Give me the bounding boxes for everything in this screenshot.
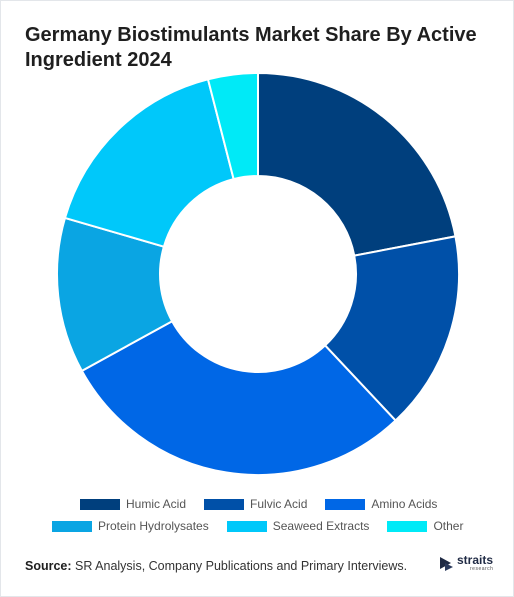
legend-swatch xyxy=(204,498,245,510)
legend-item-protein-hydrolysates: Protein Hydrolysates xyxy=(52,519,209,533)
logo-sub: research xyxy=(470,566,494,572)
legend-swatch xyxy=(80,498,120,510)
legend-label: Humic Acid xyxy=(126,497,187,511)
legend-row-1: Humic Acid Fulvic Acid Amino Acids xyxy=(80,497,455,511)
source-label: Source: xyxy=(25,559,72,573)
legend-row-2: Protein Hydrolysates Seaweed Extracts Othe… xyxy=(52,519,481,533)
legend-item-seaweed-extracts: Seaweed Extracts xyxy=(226,519,370,533)
slice-fulvic-acid xyxy=(323,235,460,422)
legend-label: Other xyxy=(433,519,464,533)
legend-item-humic-acid: Humic Acid xyxy=(80,497,186,511)
slice-other xyxy=(206,71,259,181)
slice-humic-acid xyxy=(257,71,457,257)
source-text: SR Analysis, Company Publications and Pr… xyxy=(71,559,408,573)
donut-slices xyxy=(56,71,460,476)
legend-label: Amino Acids xyxy=(371,497,438,511)
chart-title: Germany Biostimulants Market Share By Ac… xyxy=(25,24,477,71)
donut-chart xyxy=(56,71,460,476)
straits-logo: straits research xyxy=(437,553,497,575)
slice-amino-acids xyxy=(80,319,398,476)
legend-item-other: Other xyxy=(387,519,463,533)
legend-item-amino-acids: Amino Acids xyxy=(325,497,437,511)
legend-swatch xyxy=(387,520,428,532)
legend-label: Fulvic Acid xyxy=(250,497,308,511)
slice-seaweed-extracts xyxy=(63,78,235,248)
legend-swatch xyxy=(325,498,366,510)
legend-swatch xyxy=(226,520,267,532)
source-note: Source: SR Analysis, Company Publication… xyxy=(25,559,407,573)
legend-item-fulvic-acid: Fulvic Acid xyxy=(204,497,307,511)
straits-logo-icon xyxy=(440,557,453,571)
legend-swatch xyxy=(52,520,92,532)
legend-label: Protein Hydrolysates xyxy=(98,519,209,533)
legend-label: Seaweed Extracts xyxy=(272,519,370,533)
logo-name: straits xyxy=(457,553,494,567)
